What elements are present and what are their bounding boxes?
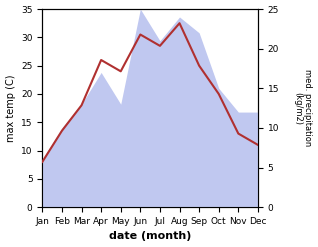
Y-axis label: med. precipitation
(kg/m2): med. precipitation (kg/m2) [293, 69, 313, 147]
Y-axis label: max temp (C): max temp (C) [5, 74, 16, 142]
X-axis label: date (month): date (month) [109, 231, 191, 242]
